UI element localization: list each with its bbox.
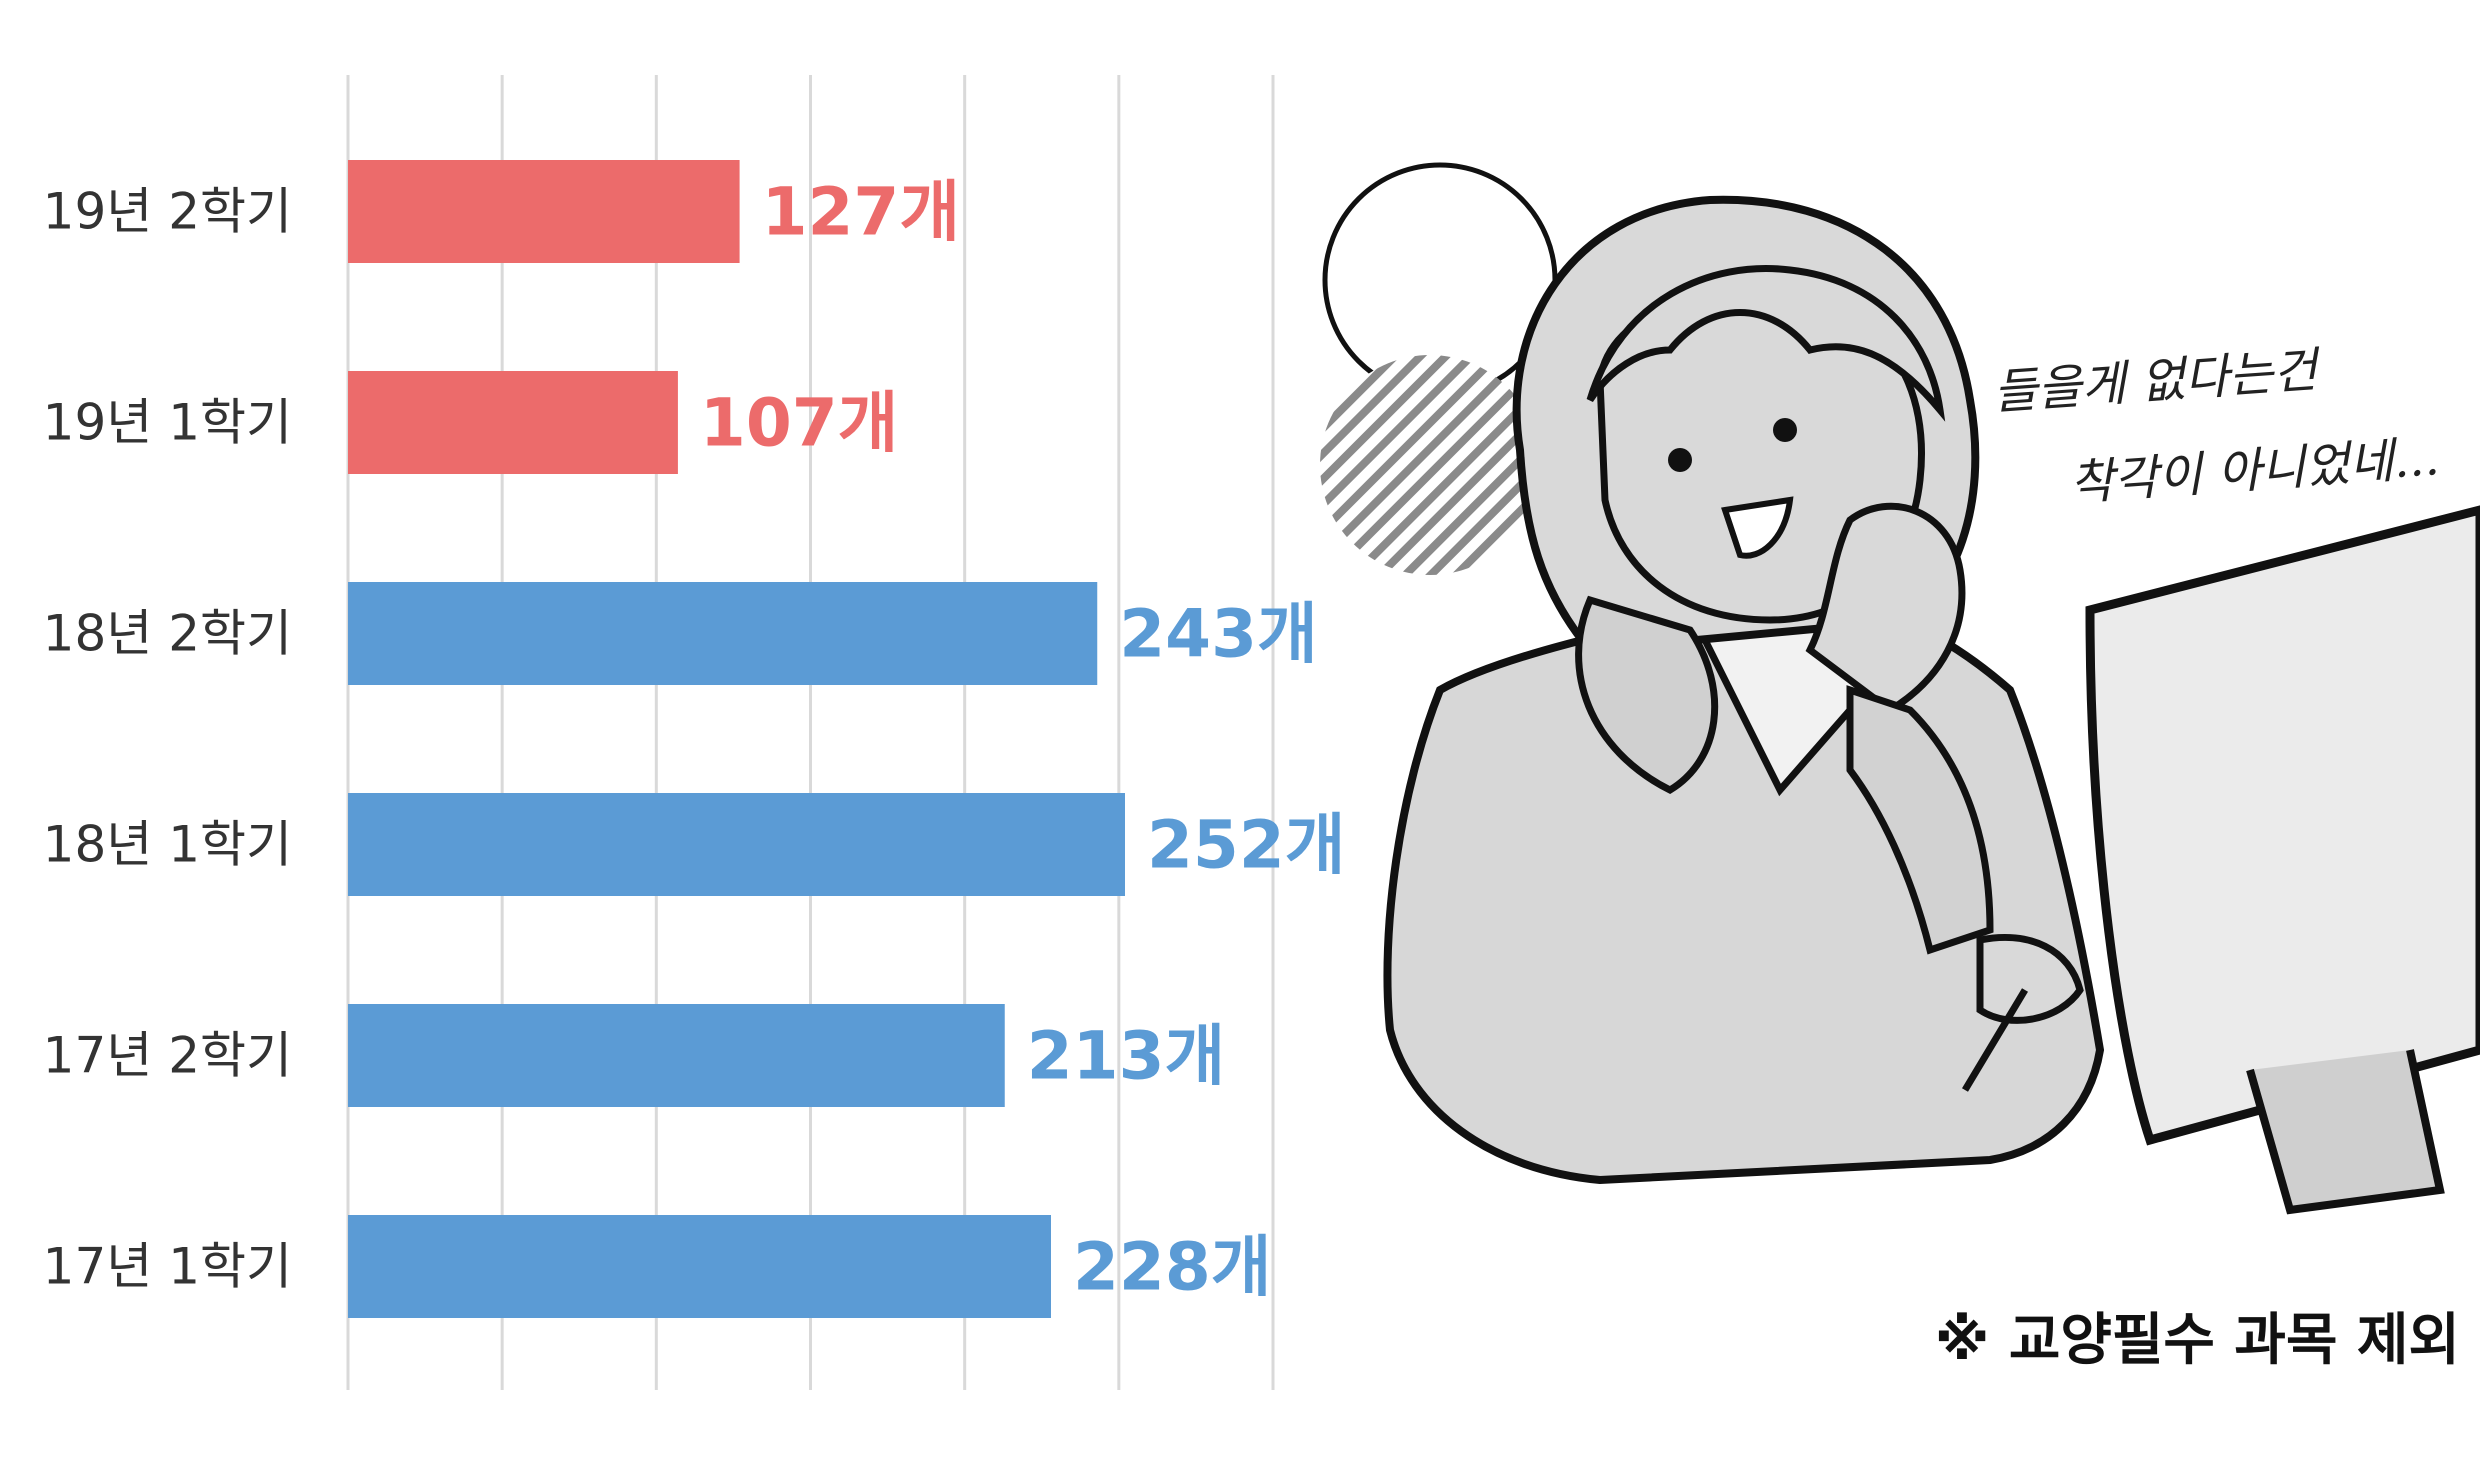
hair-bangs [1586,265,1946,422]
arm [1846,685,1994,955]
value-label: 252개 [1147,807,1340,884]
bar-4 [348,1004,1005,1107]
value-label: 127개 [762,174,961,251]
bar-3 [348,793,1125,896]
chart-gridlines [346,75,1275,1390]
category-label: 17년 2학기 [43,1027,292,1085]
hand-on-cheek [1805,502,1966,715]
bar-5 [348,1215,1051,1318]
right-eye [1773,418,1797,442]
category-label: 18년 1학기 [43,816,292,874]
value-label: 228개 [1073,1229,1272,1306]
mouth [1721,496,1794,559]
chart-category-labels: 19년 2학기 19년 1학기 18년 2학기 18년 1학기 17년 2학기 17년 1… [43,183,292,1296]
footnote: ※ 교양필수 과목 제외 [1934,1308,2460,1373]
student-illustration [1320,162,2480,1215]
chart-bars [348,160,1125,1318]
left-eye [1668,448,1692,472]
monitor-stand [2246,1049,2445,1215]
monitor [2085,505,2480,1146]
category-label: 18년 2학기 [43,605,292,663]
hatched-circle-decoration [1320,355,1540,575]
bar-chart: 19년 2학기 19년 1학기 18년 2학기 18년 1학기 17년 2학기 17년 1… [43,75,1340,1390]
value-label: 213개 [1027,1018,1226,1095]
value-label: 107개 [700,385,899,462]
bar-2 [348,582,1098,685]
pencil [1961,988,2029,1092]
category-label: 17년 1학기 [43,1238,292,1296]
ponytail [1575,595,1719,794]
category-label: 19년 2학기 [43,183,292,241]
bar-0 [348,160,740,263]
speech-bubble-text: 들을게 없다는건 착각이 아니었네... [1990,311,2480,537]
category-label: 19년 1학기 [43,394,292,452]
value-label: 243개 [1119,596,1318,673]
chart-value-labels: 127개 107개 243개 252개 213개 228개 [700,174,1340,1306]
bar-1 [348,371,678,474]
